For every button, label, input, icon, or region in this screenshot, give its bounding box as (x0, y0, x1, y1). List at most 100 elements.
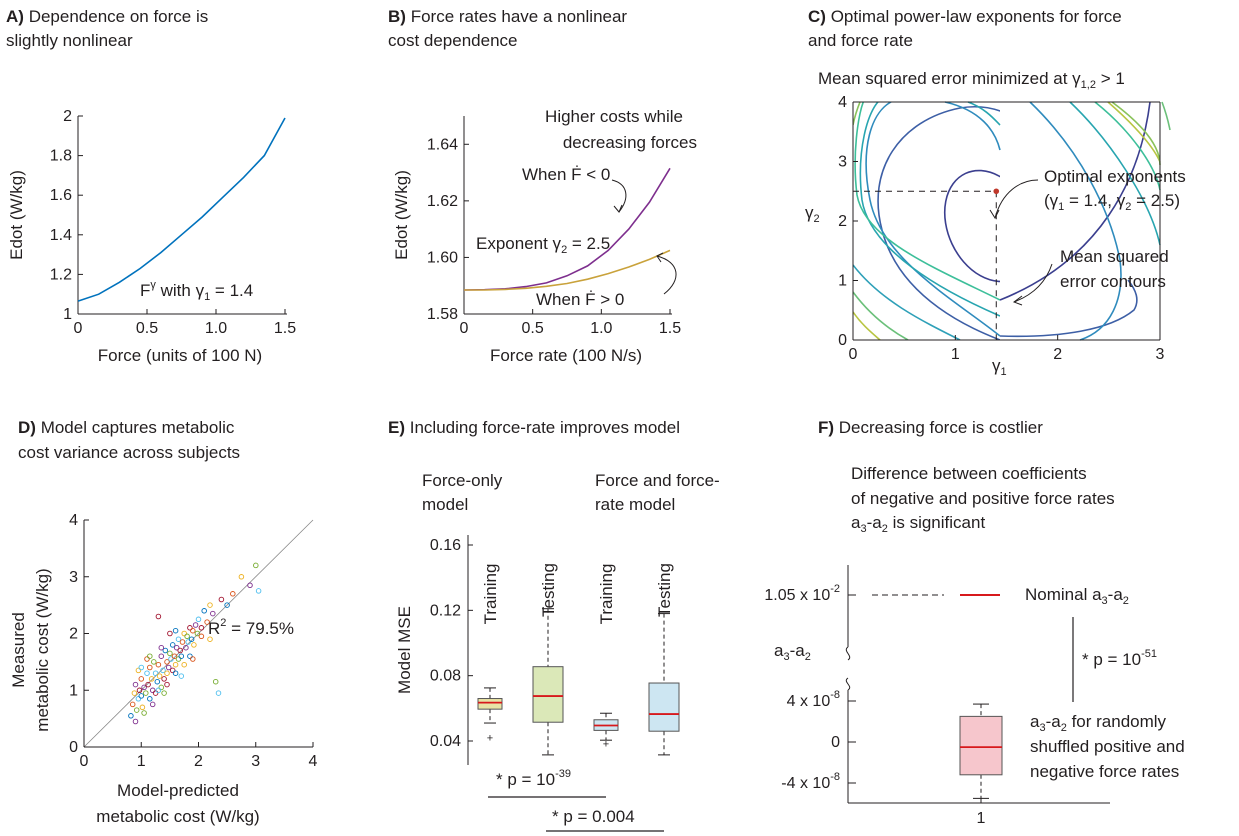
panel-c-ytick-label: 2 (838, 213, 847, 230)
panel-a-ticks: 0 0.5 1.0 1.5 1 1.2 1.4 1.6 1.8 2 (50, 108, 296, 337)
scatter-point (183, 644, 189, 651)
panel-c-mse-arrow (1013, 263, 1053, 303)
scatter-point (178, 673, 185, 679)
scatter-point (207, 602, 213, 608)
panel-c-contour-5 (854, 102, 1000, 301)
scatter-point (152, 690, 159, 696)
panel-b-xlabel: Force rate (100 N/s) (490, 346, 642, 365)
scatter-point (230, 591, 236, 597)
panel-c-mse-line1: Mean squared (1060, 247, 1169, 266)
panel-b-lower-label: When Ḟ > 0 (536, 290, 624, 309)
panel-c-xtick-label: 1 (951, 346, 960, 363)
panel-c-contour-14 (1107, 101, 1161, 163)
panel-c-contour-6 (853, 264, 961, 340)
box-outlier: + (603, 738, 609, 750)
scatter-point (141, 684, 147, 691)
panel-f-axis-break-upper (845, 646, 851, 661)
panel-d-identity-line (83, 519, 314, 748)
scatter-point (145, 681, 151, 688)
panel-c-contour-1 (943, 169, 1000, 283)
panel-e-ylabel: Model MSE (395, 606, 414, 694)
panel-b: B) Force rates have a nonlinear cost dep… (388, 7, 697, 365)
panel-a-ytick-label: 2 (63, 108, 72, 125)
scatter-point (187, 625, 193, 631)
panel-f-shuffle-line1: a3-a2 for randomly (1030, 712, 1167, 734)
panel-f-sig: * p = 10-51 (1082, 648, 1157, 669)
panel-c-xtick-label: 3 (1156, 346, 1165, 363)
panel-d-title-line2: cost variance across subjects (18, 443, 240, 462)
panel-b-ytick-label: 1.60 (427, 249, 458, 266)
panel-f-desc-line1: Difference between coefficients (851, 464, 1087, 483)
panel-e: E) Including force-rate improves model F… (388, 418, 720, 832)
scatter-point (138, 664, 145, 671)
scatter-point (167, 630, 173, 637)
panel-a-ytick-label: 1.2 (50, 266, 72, 283)
panel-b-note-line1: Higher costs while (545, 107, 683, 126)
scatter-point (238, 574, 245, 580)
panel-c-contour-3 (865, 102, 1000, 337)
scatter-point (155, 687, 162, 694)
panel-c-contour-2 (877, 105, 1000, 340)
scatter-point (172, 627, 179, 634)
panel-d-ytick-label: 0 (69, 739, 78, 756)
scatter-point (138, 693, 145, 699)
scatter-point (158, 684, 165, 691)
scatter-point (181, 630, 187, 637)
scatter-point (161, 676, 167, 682)
scatter-point (255, 588, 262, 594)
panel-f-box-body (959, 715, 1003, 776)
panel-e-ticks: 0.04 0.08 0.12 0.16 (430, 537, 473, 750)
panel-b-lower-arrowhead (656, 252, 664, 263)
panel-e-ytick-label: 0.04 (430, 733, 461, 750)
panel-c-contour-18 (1069, 101, 1161, 246)
panel-a-ytick-label: 1.8 (50, 148, 72, 165)
panel-c-contour-15 (999, 279, 1138, 338)
scatter-point (129, 701, 136, 708)
panel-c-contour-4 (859, 102, 1000, 317)
panel-b-xtick-label: 1.0 (590, 320, 612, 337)
panel-a: A) Dependence on force is slightly nonli… (6, 7, 296, 365)
scatter-point (147, 696, 153, 702)
scatter-point (210, 610, 216, 617)
box-label: Testing (539, 563, 558, 617)
scatter-point (215, 690, 222, 696)
scatter-point (144, 670, 150, 676)
panel-f-box (959, 703, 1003, 799)
scatter-point (147, 664, 153, 671)
panel-c-title-line2: and force rate (808, 31, 913, 50)
panel-d-xlabel-line1: Model-predicted (117, 781, 239, 800)
scatter-point (172, 670, 179, 676)
panel-c-xlabel: γ1 (992, 356, 1007, 378)
panel-b-ytick-label: 1.62 (427, 193, 458, 210)
panel-e-ytick-label: 0.16 (430, 537, 461, 554)
scatter-point (185, 639, 191, 645)
panel-b-xtick-label: 0.5 (522, 320, 544, 337)
panel-c: C) Optimal power-law exponents for force… (805, 7, 1186, 378)
box-body (477, 698, 503, 710)
box-body (532, 666, 564, 723)
scatter-point (190, 627, 196, 634)
panel-e-boxes: + Training Testing + Training Testing (477, 563, 680, 756)
scatter-point (158, 644, 165, 651)
panel-b-ytick-label: 1.58 (427, 306, 458, 323)
panel-e-group2-line1: Force and force- (595, 471, 720, 490)
scatter-point (164, 670, 170, 676)
panel-d-ylabel-line1: Measured (9, 612, 28, 688)
scatter-point (253, 562, 259, 569)
scatter-point (158, 653, 165, 659)
scatter-point (207, 636, 213, 642)
scatter-point (132, 718, 139, 725)
scatter-point (128, 713, 134, 719)
panel-b-xtick-label: 1.5 (659, 320, 681, 337)
panel-a-title-line2: slightly nonlinear (6, 31, 133, 50)
panel-b-ytick-label: 1.64 (427, 136, 458, 153)
scatter-point (178, 653, 185, 659)
panel-f-ytick-label: 4 x 10-8 (787, 689, 840, 710)
scatter-point (247, 582, 253, 589)
panel-c-optimal-line1: Optimal exponents (1044, 167, 1186, 186)
scatter-point (192, 622, 199, 628)
panel-c-ytick-label: 4 (838, 94, 847, 111)
panel-c-contour-11 (967, 101, 1001, 126)
panel-a-title-line1: A) Dependence on force is (6, 7, 208, 26)
scatter-point (136, 687, 143, 694)
